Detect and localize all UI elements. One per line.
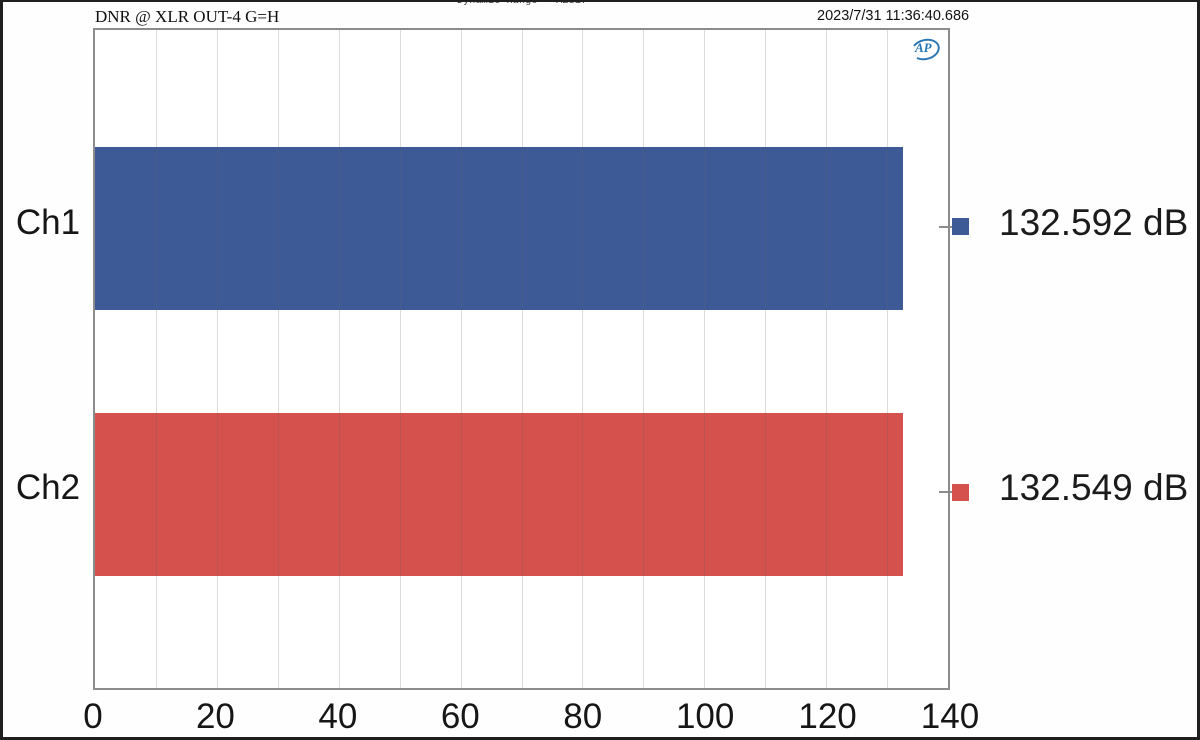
plot-area: AP	[93, 28, 950, 690]
measurement-label: DNR @ XLR OUT-4 G=H	[95, 7, 280, 26]
legend-tick-ch1	[939, 225, 952, 228]
gridline-40	[338, 30, 340, 688]
x-tick-label-140: 140	[920, 697, 980, 736]
ap-logo: AP	[908, 35, 943, 64]
category-label-ch1: Ch1	[15, 202, 81, 242]
x-tick-label-120: 120	[798, 697, 857, 736]
x-tick-label-100: 100	[675, 697, 735, 736]
gridline-60	[460, 30, 462, 688]
legend-value-ch1: 132.592 dB	[999, 201, 1189, 243]
legend-value-ch2: 132.549 dB	[999, 467, 1189, 509]
bar-ch2	[95, 412, 903, 576]
page-title: Dynamic Range - AES17	[457, 0, 588, 7]
x-tick-label-0: 0	[83, 697, 103, 736]
timestamp: 2023/7/31 11:36:40.686	[817, 8, 970, 24]
legend-marker-ch2	[952, 483, 969, 501]
gridline-70	[521, 30, 523, 688]
gridline-50	[399, 30, 401, 688]
category-label-ch2: Ch2	[15, 468, 81, 508]
x-tick-label-20: 20	[195, 697, 235, 736]
gridline-80	[582, 30, 584, 688]
gridline-100	[704, 30, 706, 688]
legend-tick-ch2	[939, 491, 952, 494]
gridline-90	[643, 30, 645, 688]
ap-logo-text: AP	[915, 40, 932, 55]
gridline-130	[887, 30, 889, 688]
gridline-20	[216, 30, 218, 688]
gridline-110	[765, 30, 767, 688]
legend-marker-ch1	[952, 218, 969, 236]
gridline-120	[826, 30, 828, 688]
bar-ch1	[95, 147, 903, 311]
x-tick-label-60: 60	[440, 697, 480, 736]
x-tick-label-40: 40	[318, 697, 358, 736]
x-tick-label-80: 80	[563, 697, 603, 736]
gridline-30	[277, 30, 279, 688]
gridline-10	[155, 30, 157, 688]
